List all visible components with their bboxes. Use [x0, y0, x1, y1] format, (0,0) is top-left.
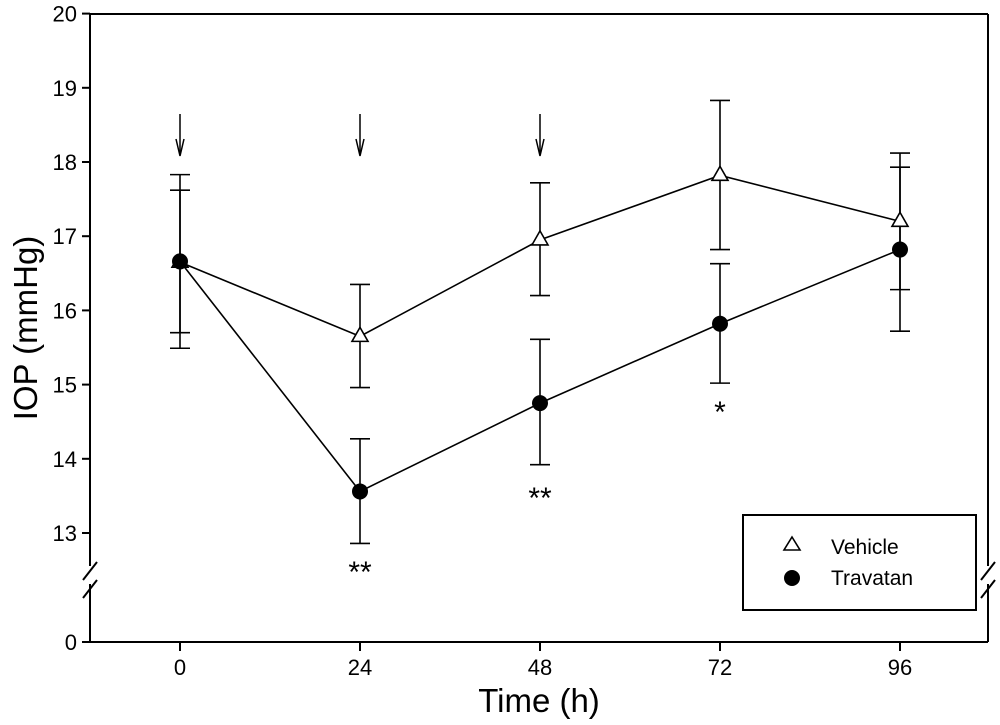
vehicle-point — [890, 210, 910, 228]
significance-label: ** — [348, 556, 372, 589]
dosing-arrows — [175, 114, 545, 157]
legend: Vehicle Travatan — [742, 514, 977, 611]
x-tick-label: 0 — [174, 655, 186, 680]
y-tick-label: 15 — [53, 373, 77, 398]
legend-box — [742, 514, 977, 611]
vehicle-point — [710, 164, 730, 182]
plot-frame — [82, 13, 996, 643]
dosing-arrow-head — [355, 138, 365, 157]
y-tick-label: 13 — [53, 521, 77, 546]
y-axis-title: IOP (mmHg) — [7, 236, 44, 421]
legend-vehicle-label: Vehicle — [831, 536, 899, 559]
y-tick-label: 20 — [53, 2, 77, 27]
axis-break-mark-right-2 — [980, 579, 996, 599]
y-tick-label: 18 — [53, 150, 77, 175]
dosing-arrow-head — [535, 138, 545, 157]
significance-annotations: ***** — [348, 396, 726, 589]
dosing-arrow-head — [175, 138, 185, 157]
y-tick-label: 16 — [53, 298, 77, 323]
vehicle-point — [350, 325, 370, 343]
y-tick-label: 14 — [53, 447, 77, 472]
axis-break-mark-left-1 — [82, 561, 98, 581]
series-group — [170, 99, 910, 545]
axis-break-mark-right-1 — [980, 561, 996, 581]
x-tick-label: 72 — [708, 655, 732, 680]
legend-travatan-label: Travatan — [831, 567, 913, 590]
y-tick-label: 19 — [53, 76, 77, 101]
significance-label: ** — [528, 482, 552, 515]
legend-vehicle-marker — [782, 535, 802, 551]
x-tick-label: 48 — [528, 655, 552, 680]
y-tick-label: 0 — [65, 630, 77, 655]
travatan-point — [712, 315, 728, 332]
x-tick-label: 96 — [888, 655, 912, 680]
x-axis-title: Time (h) — [478, 682, 600, 719]
axis-break-mark-left-2 — [82, 579, 98, 599]
vehicle-point — [530, 229, 550, 246]
travatan-point — [532, 395, 548, 412]
travatan-point — [352, 483, 368, 500]
x-tick-label: 24 — [348, 655, 372, 680]
travatan-point — [172, 253, 188, 270]
axis-ticks: 0 13 14 15 16 17 18 19 20 0 24 48 72 96 — [53, 2, 913, 680]
legend-travatan-marker — [784, 570, 800, 586]
travatan-point — [892, 241, 908, 258]
significance-label: * — [714, 396, 726, 429]
y-tick-label: 17 — [53, 224, 77, 249]
